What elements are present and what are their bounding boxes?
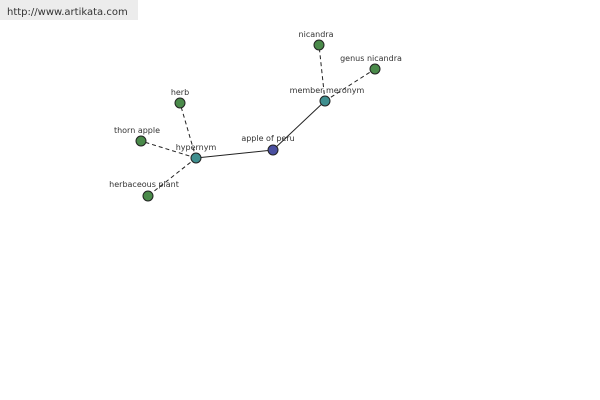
node [319,95,331,107]
node [142,190,154,202]
node-label: hypernym [176,143,217,152]
edge [195,149,274,159]
node-label: member meronym [290,86,365,95]
edge [324,68,376,102]
edge [179,102,197,159]
node-label: herb [171,88,189,97]
node-label: thorn apple [114,126,160,135]
edge [318,44,326,102]
node [190,152,202,164]
node-label: genus nicandra [340,54,402,63]
node [369,63,381,75]
nodes [135,39,381,202]
edge [272,100,326,151]
edge [147,157,197,197]
node-label: nicandra [299,30,334,39]
node [313,39,325,51]
node [267,144,279,156]
edge [140,140,197,159]
edges [140,44,376,197]
url-banner [0,0,138,20]
node [135,135,147,147]
labels: apple of peru hypernym member meronym he… [109,30,402,189]
node [174,97,186,109]
node-label: apple of peru [241,134,294,143]
node-label: herbaceous plant [109,180,179,189]
url-text: http://www.artikata.com [7,7,128,18]
